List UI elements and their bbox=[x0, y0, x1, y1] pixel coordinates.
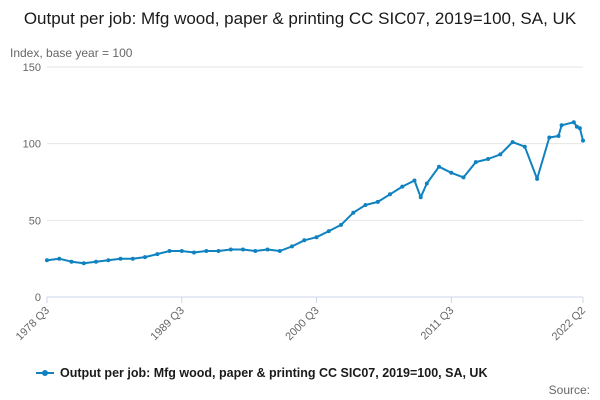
data-point[interactable] bbox=[559, 123, 564, 128]
data-point[interactable] bbox=[302, 238, 307, 243]
data-point[interactable] bbox=[375, 199, 380, 204]
data-point[interactable] bbox=[69, 259, 74, 264]
data-point[interactable] bbox=[143, 255, 147, 260]
x-tick-label: 2022 Q2 bbox=[550, 305, 588, 343]
data-point[interactable] bbox=[351, 210, 356, 215]
data-point[interactable] bbox=[486, 157, 491, 161]
data-point[interactable] bbox=[204, 249, 209, 253]
data-point[interactable] bbox=[94, 259, 98, 264]
data-point[interactable] bbox=[461, 175, 466, 180]
data-point[interactable] bbox=[547, 135, 552, 140]
data-point[interactable] bbox=[437, 164, 441, 169]
data-point[interactable] bbox=[216, 249, 221, 253]
x-tick-label: 2011 Q3 bbox=[419, 305, 457, 343]
y-tick-label: 100 bbox=[23, 139, 41, 151]
data-point[interactable] bbox=[118, 256, 123, 261]
data-point[interactable] bbox=[253, 249, 258, 253]
x-tick-label: 1978 Q3 bbox=[14, 305, 52, 343]
data-point[interactable] bbox=[473, 160, 478, 165]
data-point[interactable] bbox=[510, 140, 515, 145]
y-tick-label: 150 bbox=[23, 62, 41, 74]
data-point[interactable] bbox=[418, 195, 423, 200]
source-label: Source: bbox=[548, 383, 590, 397]
data-point[interactable] bbox=[556, 134, 561, 138]
data-point[interactable] bbox=[577, 126, 582, 131]
x-tick-label: 2000 Q3 bbox=[283, 305, 321, 343]
data-point[interactable] bbox=[192, 250, 196, 255]
data-point[interactable] bbox=[400, 184, 405, 189]
y-tick-label: 0 bbox=[35, 292, 41, 304]
data-point[interactable] bbox=[155, 252, 160, 257]
data-point[interactable] bbox=[581, 138, 585, 143]
data-point[interactable] bbox=[167, 249, 172, 253]
y-axis-label: Index, base year = 100 bbox=[10, 46, 133, 60]
data-point[interactable] bbox=[388, 192, 392, 197]
y-tick-label: 50 bbox=[29, 215, 41, 227]
data-point[interactable] bbox=[498, 152, 503, 157]
data-point[interactable] bbox=[57, 256, 62, 261]
data-point[interactable] bbox=[535, 176, 540, 181]
data-point[interactable] bbox=[339, 222, 343, 227]
data-point[interactable] bbox=[265, 247, 270, 252]
data-point[interactable] bbox=[571, 120, 576, 125]
data-point[interactable] bbox=[363, 203, 368, 207]
data-point[interactable] bbox=[326, 229, 331, 234]
grid-lines bbox=[47, 66, 583, 298]
data-point[interactable] bbox=[314, 235, 319, 240]
legend[interactable]: Output per job: Mfg wood, paper & printi… bbox=[36, 366, 487, 380]
x-tick-label: 1989 Q3 bbox=[149, 305, 187, 343]
data-point[interactable] bbox=[179, 249, 184, 253]
data-point[interactable] bbox=[574, 124, 579, 129]
data-point[interactable] bbox=[449, 170, 454, 175]
data-point[interactable] bbox=[522, 144, 527, 149]
data-point[interactable] bbox=[290, 244, 294, 249]
data-point[interactable] bbox=[106, 258, 111, 263]
series-layer bbox=[45, 120, 585, 266]
axes: 0 50 100 150 1978 Q3 1989 Q3 2000 Q3 2011 Q3 202… bbox=[14, 62, 588, 343]
data-point[interactable] bbox=[412, 178, 417, 183]
legend-label: Output per job: Mfg wood, paper & printi… bbox=[60, 366, 488, 380]
chart-title: Output per job: Mfg wood, paper & printi… bbox=[23, 9, 577, 28]
data-point[interactable] bbox=[45, 258, 49, 263]
data-point[interactable] bbox=[130, 256, 135, 261]
data-point[interactable] bbox=[228, 247, 233, 252]
data-point[interactable] bbox=[81, 261, 86, 266]
data-point[interactable] bbox=[277, 249, 282, 253]
data-point[interactable] bbox=[241, 247, 245, 252]
data-point[interactable] bbox=[424, 181, 429, 186]
legend-line-marker-icon bbox=[36, 370, 54, 376]
